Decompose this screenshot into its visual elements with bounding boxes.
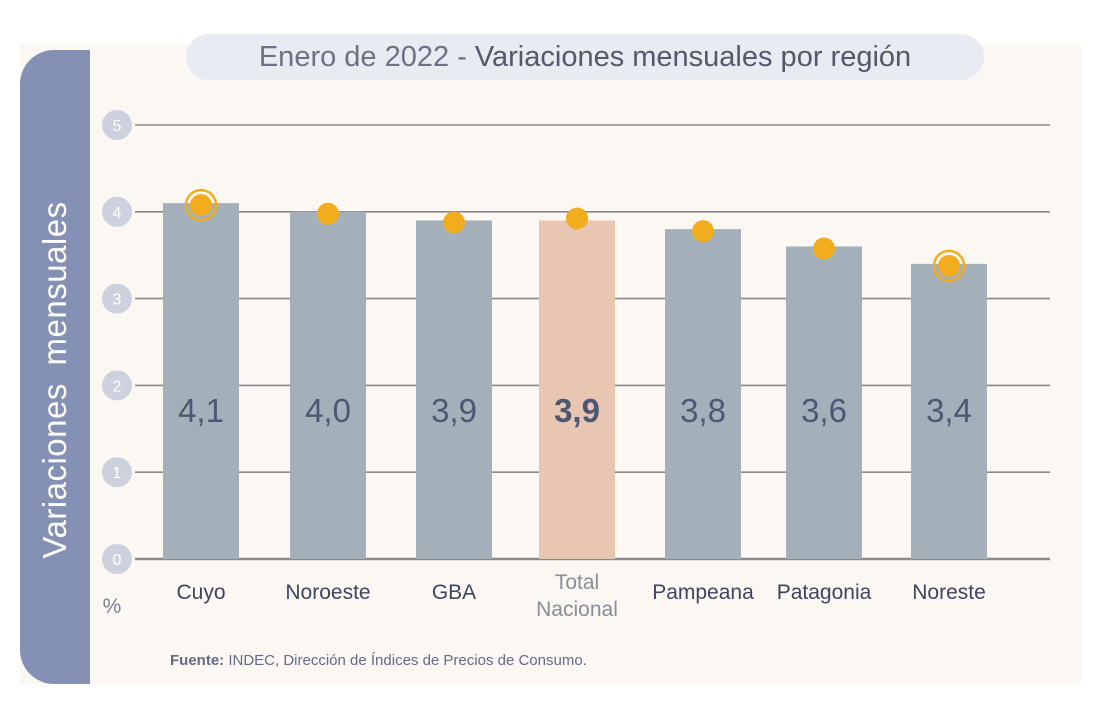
data-point-marker <box>443 211 465 234</box>
y-tick-circle <box>102 544 132 574</box>
marker-ring <box>932 249 966 283</box>
bar <box>665 229 741 559</box>
bar <box>539 220 615 560</box>
y-tick-label: 2 <box>113 378 122 395</box>
bar-value-label: 3,9 <box>431 392 477 429</box>
y-tick-label: 5 <box>113 118 122 135</box>
category-label: Nacional <box>536 598 618 621</box>
data-point-marker <box>813 237 835 260</box>
chart-title-main: Variaciones mensuales por región <box>474 40 912 73</box>
bar <box>911 263 987 559</box>
chart-title-date: Enero de 2022 - <box>258 40 467 73</box>
y-axis-side-tab <box>20 50 90 684</box>
marker-ring <box>184 188 218 222</box>
y-tick-circle <box>102 370 132 401</box>
data-point-marker <box>190 194 212 217</box>
data-point-marker <box>938 254 960 277</box>
bar <box>290 211 366 560</box>
bar <box>416 220 492 560</box>
bar <box>163 203 239 559</box>
y-tick-circle <box>102 110 132 140</box>
bar-value-label: 4,0 <box>305 392 351 429</box>
category-label: Pampeana <box>652 581 754 604</box>
bar <box>786 246 862 559</box>
y-tick-circle <box>102 283 132 314</box>
category-label: Total <box>555 571 599 594</box>
category-label: Patagonia <box>777 581 872 604</box>
data-point-marker <box>566 207 588 230</box>
y-tick-circle <box>102 196 132 227</box>
y-tick-label: 0 <box>113 552 122 569</box>
source-text: INDEC, Dirección de Índices de Precios d… <box>224 652 587 669</box>
data-point-marker <box>317 202 339 225</box>
data-point-marker <box>692 220 714 243</box>
bar-value-label: 3,8 <box>680 392 726 429</box>
y-tick-label: 4 <box>113 205 122 222</box>
chart-title: Enero de 2022 - Variaciones mensuales po… <box>186 34 984 80</box>
bar-value-label: 4,1 <box>178 392 224 429</box>
category-label: Noreste <box>912 581 986 604</box>
source-note: Fuente: INDEC, Dirección de Índices de P… <box>170 652 587 669</box>
y-tick-label: 3 <box>113 292 122 309</box>
bar-value-label: 3,6 <box>801 392 847 429</box>
y-tick-circle <box>102 457 132 488</box>
source-label: Fuente: <box>170 652 225 669</box>
bar-value-label: 3,4 <box>926 392 972 429</box>
category-label: Cuyo <box>176 581 225 604</box>
category-label: GBA <box>432 581 476 604</box>
y-tick-label: 1 <box>113 465 122 482</box>
category-label: Noroeste <box>285 581 370 604</box>
bar-value-label: 3,9 <box>554 392 600 429</box>
y-unit-label: % <box>103 595 122 618</box>
